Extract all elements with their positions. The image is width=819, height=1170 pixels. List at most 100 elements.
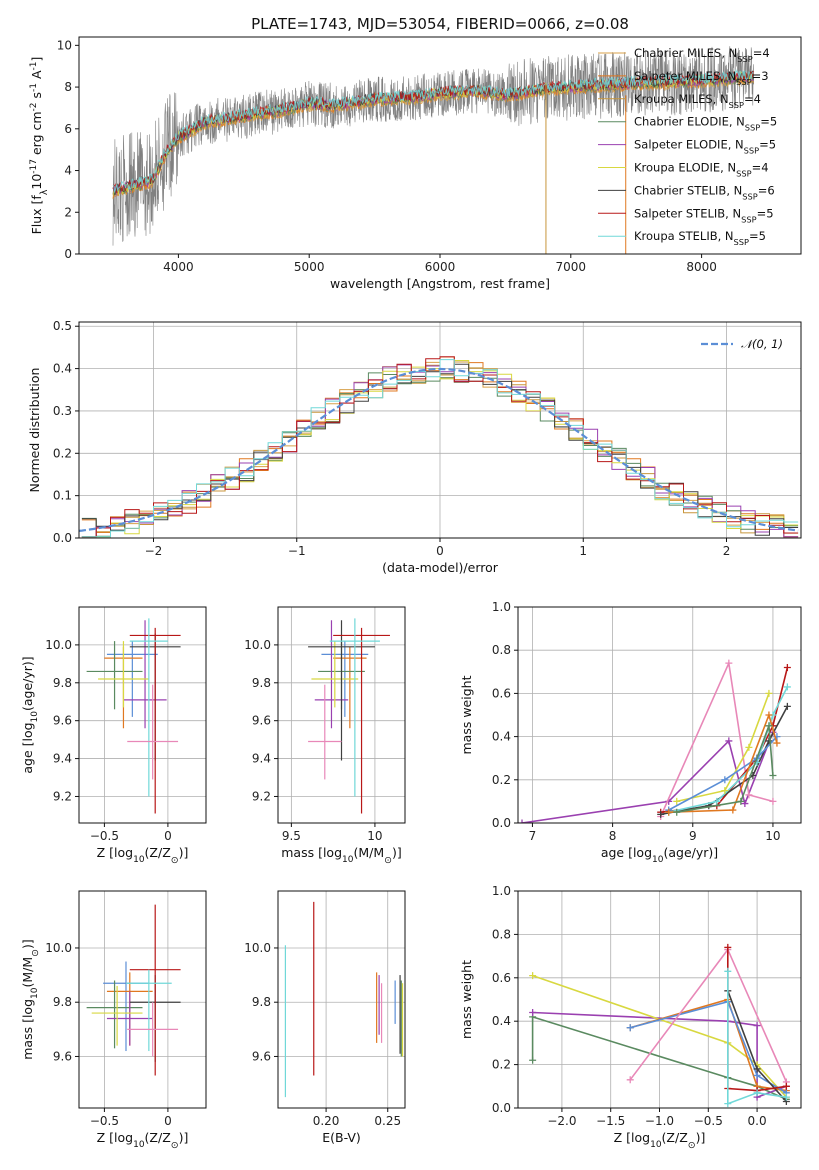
weight-point-marker [745,791,753,799]
y-tick-label: 0.0 [53,531,72,545]
legend-entry: Kroupa ELODIE, NSSP=4 [634,161,769,179]
weight-point-marker [753,1089,761,1097]
weight-point-marker [737,797,745,805]
x-axis-label: E(B-V) [322,1130,361,1145]
y-tick-label: 0.0 [492,816,511,830]
y-tick-label: 0.8 [492,927,511,941]
y-tick-label: 0.2 [53,446,72,460]
x-axis-label: wavelength [Angstrom, rest frame] [330,276,550,291]
weight-point-marker [753,1065,761,1073]
plot-area [86,904,181,1076]
legend-entry: 𝒩(0, 1) [741,337,783,351]
errorbar-point [125,969,172,1052]
x-tick-label: 5000 [294,260,325,274]
legend-entry: Kroupa MILES, NSSP=4 [634,92,761,110]
weight-point-marker [721,787,729,795]
weight-point-marker [783,683,791,691]
y-tick-label: 0.4 [492,730,511,744]
weight-point-marker [741,800,749,808]
errorbar-point [91,985,143,1046]
errorbar-point [333,627,390,814]
plot-area [284,901,404,1098]
x-tick-label: 10 [765,829,780,843]
weight-point-marker [765,711,773,719]
weight-series-line [727,971,787,1105]
y-tick-label: 0.2 [492,1058,511,1072]
weight-point-marker [529,972,537,980]
normal-curve-line [79,367,799,532]
weight-point-marker [724,943,732,951]
axes-frame [78,321,802,539]
axes-frame [517,890,802,1109]
x-tick-label: 8000 [686,260,717,274]
panel-age_vs_Z: −0.5 0 9.2 9.4 9.6 9.8 10.0 Z [log10(Z/Z⊙)] age … [20,606,207,866]
y-tick-label: 0.2 [492,773,511,787]
legend-entry: Salpeter MILES, NSSP=3 [634,69,769,87]
y-tick-label: 9.6 [252,1049,271,1063]
y-tick-label: 2 [64,205,72,219]
x-tick-label: 9 [689,829,697,843]
errorbar-point [127,684,179,780]
x-tick-label: 7 [529,829,537,843]
y-tick-label: 9.8 [53,676,72,690]
plot-area [112,46,754,254]
errorbar-point [129,618,168,797]
figure-title: PLATE=1743, MJD=53054, FIBERID=0066, z=0… [251,15,629,33]
x-tick-label: −2 [145,544,163,558]
panel-spectrum: 4000 5000 6000 7000 8000 0 2 4 6 8 10 wavelength [A… [29,36,802,291]
y-tick-label: 9.4 [252,752,271,766]
weight-point-marker [783,663,791,671]
y-tick-label: 6 [64,122,72,136]
y-tick-label: 10.0 [244,941,271,955]
weight-point-marker [673,797,681,805]
weight-point-marker [713,797,721,805]
weight-point-marker [721,776,729,784]
weight-series-line [676,725,774,813]
weight-point-marker [518,819,526,823]
x-tick-label: 0 [164,829,172,843]
plot-area [518,659,791,823]
errorbar-point [314,620,349,729]
legend-entry: Salpeter STELIB, NSSP=5 [634,206,774,224]
y-tick-label: 9.6 [252,714,271,728]
errorbar-point [129,904,181,1076]
x-tick-label: −1 [288,544,306,558]
errorbar-point [86,641,143,710]
plot-area [529,943,790,1108]
x-tick-label: 0.20 [313,1114,340,1128]
panel-weight_vs_Z: −2.0 −1.5 −1.0 −0.5 0.0 0.0 0.2 0.4 0.6 0.8 1.0 Z [… [459,884,802,1151]
weight-point-marker [729,806,737,814]
weight-point-marker [626,1024,634,1032]
legend-entry: Kroupa STELIB, NSSP=5 [634,229,766,247]
weight-point-marker [529,1009,537,1017]
errorbar-point [103,961,149,1052]
errorbar-point [129,627,181,814]
errorbar-point [308,620,375,761]
model-spectrum-line [112,69,754,194]
weight-series-line [659,660,774,817]
weight-point-marker [753,1071,761,1079]
panel-weight_vs_age: 7 8 9 10 0.0 0.2 0.4 0.6 0.8 1.0 age [log10(age/yr… [459,600,802,865]
y-axis-label: Normed distribution [27,368,42,493]
x-axis-label: (data-model)/error [382,560,499,575]
weight-point-marker [769,771,777,779]
weight-point-marker [724,1100,732,1108]
panel-mass_vs_EBV: 0.20 0.25 9.6 9.8 10.0 E(B-V) [244,890,406,1145]
y-tick-label: 10 [57,38,72,52]
weight-point-marker [725,659,733,667]
legend-entry: Chabrier ELODIE, NSSP=5 [634,115,777,133]
x-tick-label: 8 [609,829,617,843]
observed-spectrum-line [112,46,754,246]
errorbar-point [329,618,380,797]
legend-entry: Salpeter ELODIE, NSSP=5 [634,138,776,156]
weight-point-marker [725,737,733,745]
legend-entry: Chabrier MILES, NSSP=4 [634,46,770,64]
x-axis-label: age [log10(age/yr)] [601,845,718,865]
plot-area [86,618,181,814]
y-tick-label: 10.0 [244,638,271,652]
legend-entry: Chabrier STELIB, NSSP=6 [634,183,775,201]
y-tick-label: 9.4 [53,752,72,766]
x-tick-label: 0.25 [374,1114,401,1128]
weight-series-line [668,712,778,813]
y-tick-label: 0.1 [53,489,72,503]
